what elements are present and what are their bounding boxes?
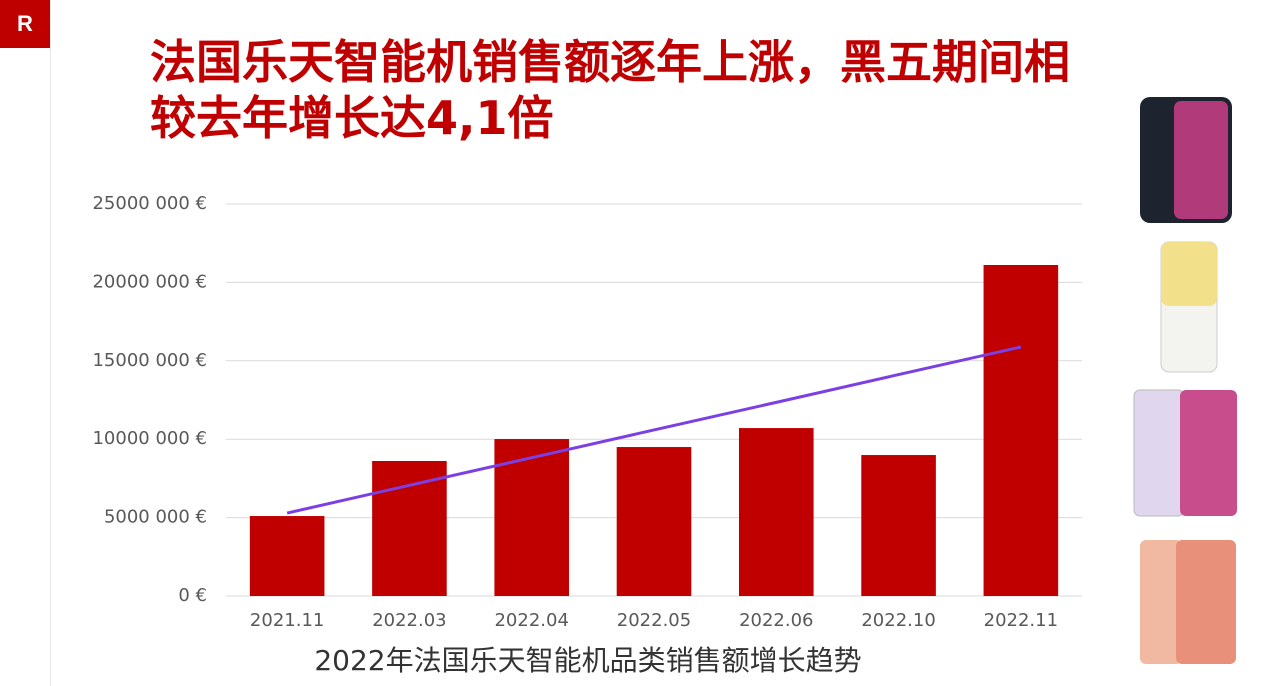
phone-2-top [1161, 242, 1217, 306]
phone-4 [1176, 540, 1236, 664]
y-tick-label: 0 € [178, 585, 207, 606]
y-tick-label: 10000 000 € [92, 428, 207, 449]
x-tick-label: 2021.11 [250, 610, 324, 631]
slide-title: 法国乐天智能机销售额逐年上涨，黑五期间相较去年增长达4,1倍 [150, 35, 1070, 145]
bar [861, 455, 936, 596]
bar [494, 439, 570, 596]
x-tick-label: 2022.05 [617, 610, 691, 631]
bar [738, 428, 814, 596]
side-strip [50, 0, 51, 686]
bar [616, 447, 692, 596]
x-tick-label: 2022.03 [372, 610, 446, 631]
logo: R [0, 0, 50, 48]
bar [372, 460, 447, 596]
phone-images [1133, 97, 1237, 664]
y-tick-label: 20000 000 € [92, 271, 207, 292]
phone-3-back [1133, 389, 1185, 517]
phone-3 [1180, 390, 1237, 516]
bar [249, 516, 325, 596]
chart-title: 2022年法国乐天智能机品类销售额增长趋势 [314, 644, 861, 677]
y-tick-label: 25000 000 € [92, 193, 207, 214]
x-tick-label: 2022.06 [739, 610, 813, 631]
trend-line [286, 345, 1022, 515]
y-tick-label: 15000 000 € [92, 350, 207, 371]
bar [983, 264, 1059, 596]
phone-4-back [1140, 540, 1182, 664]
x-tick-label: 2022.04 [494, 610, 568, 631]
x-tick-label: 2022.10 [861, 610, 935, 631]
y-tick-label: 5000 000 € [104, 507, 207, 528]
phone-1-screen [1174, 101, 1228, 219]
x-tick-label: 2022.11 [984, 610, 1058, 631]
